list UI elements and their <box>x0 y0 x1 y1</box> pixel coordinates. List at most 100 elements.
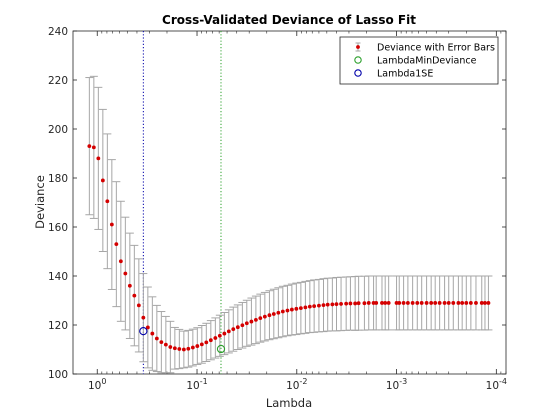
data-point <box>303 305 308 310</box>
x-tick-label: 10-4 <box>486 377 507 392</box>
data-point <box>344 301 349 306</box>
data-point <box>226 329 231 334</box>
data-point <box>451 301 456 305</box>
data-point <box>271 312 276 316</box>
legend: Deviance with Error Bars LambdaMinDevianc… <box>339 36 499 85</box>
data-point <box>141 315 146 320</box>
data-point <box>312 304 317 309</box>
data-point <box>253 317 258 322</box>
y-tick-label: 180 <box>48 173 68 185</box>
data-point <box>442 301 447 305</box>
data-point <box>348 301 353 306</box>
data-point <box>456 301 461 305</box>
data-point <box>195 344 200 348</box>
lambda-min-marker <box>216 344 226 354</box>
data-point <box>356 301 361 306</box>
data-point <box>222 331 227 336</box>
data-point <box>285 308 290 313</box>
data-point <box>190 345 195 350</box>
plot-area: 100 120 140 160 180 200 220 240 100 10-1 10-2 10-3 1… <box>48 26 507 392</box>
data-point <box>172 346 177 351</box>
data-point <box>460 301 465 305</box>
data-point <box>468 301 473 305</box>
data-point <box>294 306 299 311</box>
data-point <box>199 342 204 347</box>
data-point <box>127 283 132 288</box>
data-point <box>429 301 434 305</box>
data-point <box>410 301 415 305</box>
data-point <box>217 333 222 338</box>
y-tick-label: 200 <box>48 124 68 136</box>
data-point <box>240 323 245 328</box>
data-point <box>289 307 294 312</box>
data-point <box>339 302 343 306</box>
data-point <box>168 345 173 349</box>
y-axis-label: Deviance <box>33 175 47 229</box>
data-point <box>424 301 429 305</box>
data-point <box>204 340 209 345</box>
data-point <box>280 309 285 314</box>
data-point <box>145 325 150 330</box>
axes-box <box>72 30 507 375</box>
legend-entry-label: Lambda1SE <box>377 69 433 80</box>
legend-point-glyph <box>356 45 360 49</box>
data-point <box>267 313 272 318</box>
x-axis-label: Lambda <box>266 396 312 410</box>
data-point <box>163 342 168 347</box>
data-point <box>405 301 410 305</box>
legend-lambda-min-glyph <box>354 56 362 64</box>
data-point <box>150 331 155 336</box>
data-point <box>366 301 371 305</box>
data-point <box>380 301 384 305</box>
lambda-1se-marker <box>139 326 148 336</box>
data-point <box>136 303 141 308</box>
data-point <box>159 340 164 345</box>
x-tick-label: 10-1 <box>186 377 207 392</box>
data-point <box>383 301 388 305</box>
data-point <box>446 301 451 305</box>
data-point <box>208 338 213 343</box>
data-point <box>419 301 424 305</box>
y-tick-label: 220 <box>48 75 68 87</box>
data-point <box>371 301 376 305</box>
data-point <box>433 301 438 305</box>
data-point <box>109 222 114 227</box>
data-point <box>325 302 330 307</box>
data-point <box>276 310 281 315</box>
data-point <box>397 301 402 305</box>
data-point <box>100 178 105 183</box>
data-point <box>362 301 367 306</box>
data-point <box>479 301 484 305</box>
data-point <box>249 319 254 324</box>
chart-title: Cross-Validated Deviance of Lasso Fit <box>162 13 416 27</box>
data-point <box>486 301 491 305</box>
y-tick-label: 120 <box>48 320 68 332</box>
data-point <box>181 347 186 352</box>
data-point <box>177 347 182 351</box>
data-point <box>353 301 358 306</box>
data-point <box>415 301 420 305</box>
y-tick-label: 140 <box>48 271 68 283</box>
data-point <box>394 301 399 305</box>
data-point <box>186 346 191 351</box>
data-point <box>87 144 92 149</box>
data-point <box>374 301 379 305</box>
data-point <box>330 302 335 307</box>
y-tick-label: 240 <box>48 26 68 38</box>
data-point <box>118 259 123 264</box>
data-point <box>262 314 267 319</box>
data-point <box>96 156 101 161</box>
data-point <box>386 301 391 305</box>
data-point <box>474 301 478 305</box>
data-point <box>105 199 110 204</box>
legend-entry-label: LambdaMinDeviance <box>377 56 477 67</box>
data-point <box>298 306 303 310</box>
data-point <box>213 336 218 340</box>
data-point <box>231 327 236 332</box>
y-tick-label: 100 <box>48 369 68 381</box>
x-tick-label: 10-3 <box>386 377 407 392</box>
data-point <box>437 301 442 305</box>
data-point <box>154 336 159 341</box>
data-point <box>483 301 487 305</box>
